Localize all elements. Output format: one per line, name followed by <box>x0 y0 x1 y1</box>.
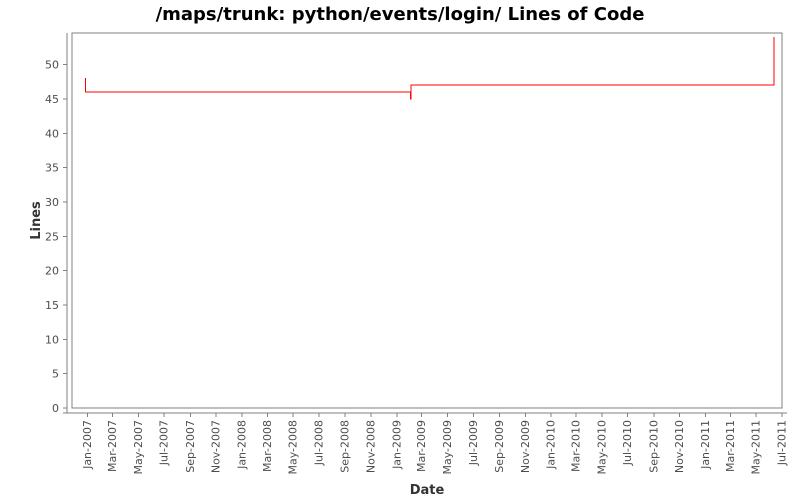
x-tick-label: Nov-2010 <box>673 420 686 473</box>
y-axis-title: Lines <box>29 201 44 240</box>
x-tick-label: Jul-2011 <box>776 420 789 466</box>
x-tick-label: Mar-2010 <box>570 420 583 472</box>
y-tick-label: 0 <box>52 402 59 415</box>
x-tick-label: May-2011 <box>750 420 763 475</box>
x-tick-label: Jan-2007 <box>81 420 94 470</box>
x-tick-label: Jan-2008 <box>235 420 248 470</box>
x-tick-label: Sep-2010 <box>647 420 660 473</box>
y-tick-label: 20 <box>45 265 59 278</box>
chart-title: /maps/trunk: python/events/login/ Lines … <box>155 4 645 25</box>
x-tick-label: Nov-2009 <box>519 420 532 473</box>
x-tick-label: Jan-2009 <box>390 420 403 470</box>
x-tick-label: Mar-2009 <box>415 420 428 472</box>
y-tick-label: 45 <box>45 93 59 106</box>
x-tick-label: Mar-2007 <box>106 420 119 472</box>
x-tick-label: Jan-2011 <box>699 420 712 470</box>
x-tick-label: Mar-2011 <box>724 420 737 472</box>
x-tick-label: Nov-2008 <box>364 420 377 473</box>
x-tick-label: Jul-2009 <box>467 420 480 466</box>
y-tick-label: 10 <box>45 333 59 346</box>
x-tick-label: May-2010 <box>595 420 608 475</box>
x-tick-label: Jul-2010 <box>621 420 634 466</box>
y-tick-label: 15 <box>45 299 59 312</box>
x-tick-label: Sep-2007 <box>184 420 197 473</box>
x-tick-label: May-2007 <box>132 420 145 475</box>
x-axis-title: Date <box>410 483 445 498</box>
x-tick-label: Jul-2008 <box>312 420 325 466</box>
x-tick-label: Jan-2010 <box>545 420 558 470</box>
y-tick-label: 50 <box>45 59 59 72</box>
plot-frame <box>71 32 783 409</box>
y-tick-label: 40 <box>45 127 59 140</box>
y-tick-label: 25 <box>45 230 59 243</box>
y-tick-label: 35 <box>45 162 59 175</box>
x-tick-label: Mar-2008 <box>261 420 274 472</box>
x-tick-label: Jul-2007 <box>158 420 171 466</box>
x-tick-label: May-2009 <box>441 420 454 475</box>
x-tick-label: May-2008 <box>287 420 300 475</box>
x-tick-label: Sep-2008 <box>339 420 352 473</box>
y-tick-label: 5 <box>52 368 59 381</box>
loc-series-line <box>85 37 775 100</box>
y-tick-label: 30 <box>45 196 59 209</box>
x-tick-label: Nov-2007 <box>210 420 223 473</box>
x-tick-label: Sep-2009 <box>493 420 506 473</box>
